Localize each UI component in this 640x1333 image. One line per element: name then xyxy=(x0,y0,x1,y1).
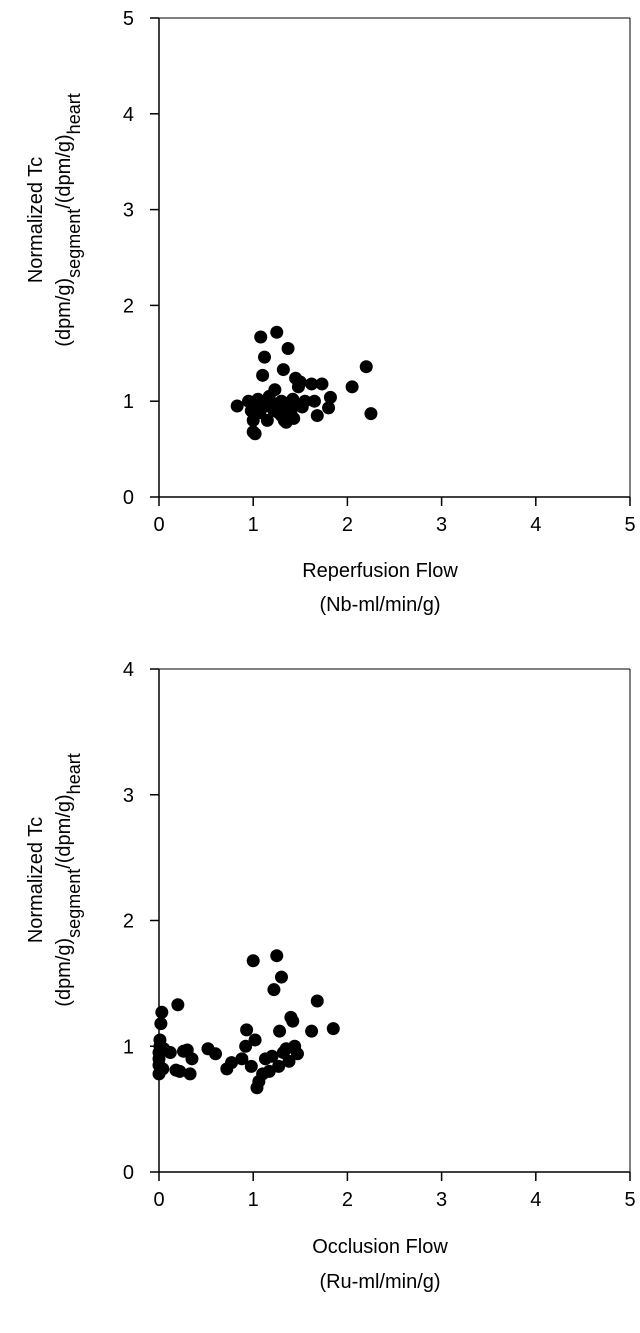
y-tick-label: 4 xyxy=(123,659,134,681)
x-tick-label: 5 xyxy=(624,1189,635,1211)
data-point xyxy=(258,350,272,364)
data-point xyxy=(298,394,312,408)
data-points xyxy=(152,949,340,1095)
x-tick-label: 2 xyxy=(342,1189,353,1211)
x-axis-unit: (Nb-ml/min/g) xyxy=(319,594,440,616)
data-point xyxy=(244,1059,258,1073)
chart-reperfusion: 0 1 2 3 4 5 0 1 2 3 4 5 Normalized Tc (dpm/g)segme… xyxy=(25,8,636,616)
tick-marks xyxy=(150,17,631,506)
data-point xyxy=(185,1052,199,1066)
data-point xyxy=(276,363,290,377)
data-point xyxy=(364,407,378,421)
data-point xyxy=(273,1024,287,1038)
x-tick-label: 2 xyxy=(342,514,353,536)
data-point xyxy=(156,1062,170,1076)
x-tick-label: 1 xyxy=(248,514,259,536)
data-point xyxy=(307,394,321,408)
data-point xyxy=(183,1067,197,1081)
data-point xyxy=(230,399,244,413)
y-tick-label: 0 xyxy=(123,487,134,509)
data-point xyxy=(173,1064,187,1078)
plot-frame xyxy=(158,17,631,498)
data-point xyxy=(287,411,301,425)
data-point xyxy=(290,1047,304,1061)
y-tick-label: 0 xyxy=(123,1162,134,1184)
y-tick-label: 1 xyxy=(123,391,134,413)
data-point xyxy=(281,342,295,356)
y-tick-label: 5 xyxy=(123,8,134,30)
data-point xyxy=(246,954,260,968)
data-point xyxy=(248,1033,262,1047)
x-axis-unit: (Ru-ml/min/g) xyxy=(319,1271,440,1293)
y-tick-labels: 0 1 2 3 4 xyxy=(123,659,134,1184)
data-point xyxy=(209,1047,223,1061)
data-point xyxy=(256,368,270,382)
y-axis-label-line1: Normalized Tc xyxy=(25,817,47,943)
chart-occlusion: 0 1 2 3 4 0 1 2 3 4 5 Normalized Tc (dpm/g)segmen… xyxy=(25,659,636,1293)
data-point xyxy=(248,427,262,441)
y-axis-label-line2: (dpm/g)segment/(dpm/g)heart xyxy=(53,753,84,1006)
data-point xyxy=(235,1052,249,1066)
data-point xyxy=(260,413,274,427)
data-point xyxy=(267,983,281,997)
x-tick-label: 5 xyxy=(624,514,635,536)
data-point xyxy=(315,377,329,391)
x-axis-label: Reperfusion Flow xyxy=(302,560,458,582)
data-point xyxy=(240,1023,254,1037)
data-point xyxy=(270,949,284,963)
plot-frame xyxy=(158,668,631,1173)
data-point xyxy=(268,383,282,397)
y-tick-label: 2 xyxy=(123,295,134,317)
x-tick-labels: 0 1 2 3 4 5 xyxy=(153,1189,635,1211)
data-point xyxy=(163,1046,177,1060)
data-point xyxy=(293,375,307,389)
data-point xyxy=(310,409,324,423)
x-tick-label: 4 xyxy=(530,514,541,536)
y-tick-label: 3 xyxy=(123,200,134,222)
y-tick-label: 2 xyxy=(123,911,134,933)
data-point xyxy=(274,970,288,984)
data-point xyxy=(305,1024,319,1038)
tick-marks xyxy=(150,668,631,1181)
data-point xyxy=(155,1005,169,1019)
data-point xyxy=(310,994,324,1008)
data-point xyxy=(265,1049,279,1063)
data-point xyxy=(326,1022,340,1036)
y-tick-label: 4 xyxy=(123,104,134,126)
data-point xyxy=(225,1056,239,1070)
data-point xyxy=(272,1059,286,1073)
x-tick-label: 0 xyxy=(153,1189,164,1211)
x-tick-label: 3 xyxy=(436,1189,447,1211)
x-tick-label: 3 xyxy=(436,514,447,536)
data-point xyxy=(270,325,284,339)
data-point xyxy=(254,330,268,344)
y-tick-label: 1 xyxy=(123,1036,134,1058)
x-tick-label: 4 xyxy=(530,1189,541,1211)
data-point xyxy=(239,1039,253,1053)
data-point xyxy=(286,1014,300,1028)
data-point xyxy=(305,377,319,391)
y-tick-labels: 0 1 2 3 4 5 xyxy=(123,8,134,509)
data-point xyxy=(171,998,185,1012)
data-point xyxy=(345,380,359,394)
y-axis-label-line2: (dpm/g)segment/(dpm/g)heart xyxy=(53,93,84,346)
y-tick-label: 3 xyxy=(123,785,134,807)
data-point xyxy=(282,1054,296,1068)
y-axis-label-line1: Normalized Tc xyxy=(25,157,47,283)
data-point xyxy=(322,401,336,415)
data-point xyxy=(323,390,337,404)
data-point xyxy=(154,1017,168,1031)
data-point xyxy=(359,360,373,374)
x-axis-label: Occlusion Flow xyxy=(312,1236,448,1258)
x-tick-labels: 0 1 2 3 4 5 xyxy=(153,514,635,536)
data-points xyxy=(230,325,378,441)
x-tick-label: 0 xyxy=(153,514,164,536)
x-tick-label: 1 xyxy=(248,1189,259,1211)
